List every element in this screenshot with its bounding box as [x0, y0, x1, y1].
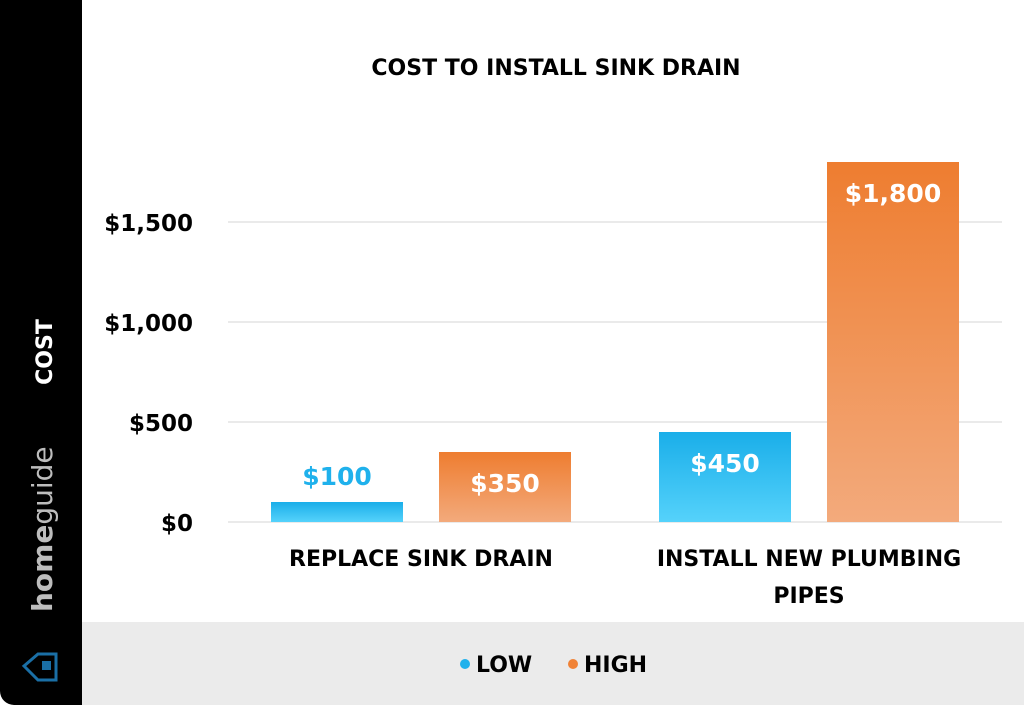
- x-tick-label: INSTALL NEW PLUMBING: [657, 547, 961, 572]
- bar-high: [827, 162, 959, 522]
- bar-low: [659, 432, 791, 522]
- y-tick-label: $1,000: [104, 311, 193, 337]
- y-tick-label: $500: [129, 411, 193, 437]
- y-tick-label: $1,500: [104, 211, 193, 237]
- data-label: $100: [302, 462, 372, 491]
- house-icon: [21, 652, 58, 682]
- bar-high: [439, 452, 571, 522]
- legend-label: HIGH: [584, 653, 647, 678]
- legend-marker: [568, 659, 578, 669]
- legend-marker: [460, 659, 470, 669]
- y-tick-label: $0: [161, 511, 193, 537]
- y-axis-label: COST: [33, 319, 58, 385]
- x-tick-label: PIPES: [773, 584, 844, 609]
- brand-logo: homeguide: [21, 446, 59, 682]
- bar-low: [271, 502, 403, 522]
- legend-label: LOW: [476, 653, 532, 678]
- data-label: $450: [690, 449, 760, 478]
- x-tick-label: REPLACE SINK DRAIN: [289, 547, 553, 572]
- data-label: $1,800: [845, 179, 941, 208]
- brand-sidebar: [0, 0, 82, 705]
- data-label: $350: [470, 469, 540, 498]
- svg-text:homeguide: homeguide: [26, 446, 59, 612]
- chart-title: COST TO INSTALL SINK DRAIN: [371, 56, 740, 81]
- legend-band: [82, 622, 1024, 705]
